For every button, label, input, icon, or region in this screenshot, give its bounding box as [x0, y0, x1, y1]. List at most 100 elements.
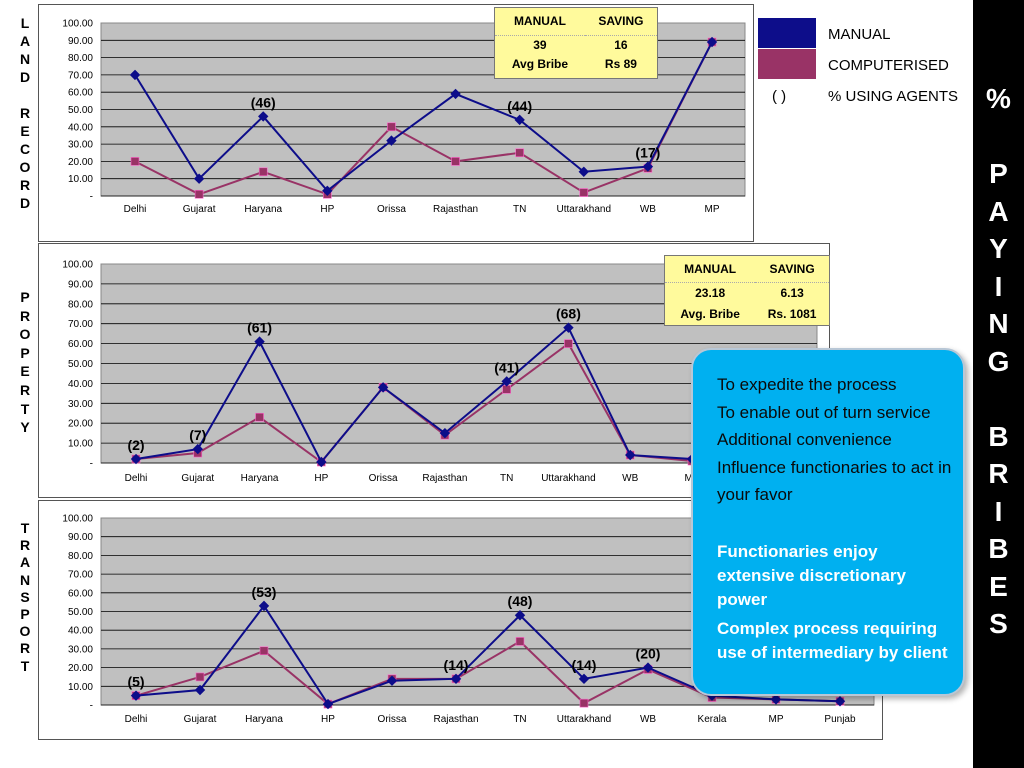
data-point-manual — [377, 382, 389, 393]
title-letter: A — [988, 195, 1009, 227]
x-tick-label: HP — [314, 473, 328, 484]
agents-annotation: (48) — [508, 593, 533, 609]
data-point-manual — [642, 662, 654, 673]
y-tick-label: 70.00 — [68, 319, 93, 330]
agents-annotation: (20) — [636, 646, 661, 662]
data-point-manual — [578, 166, 589, 177]
info-property-header-saving: SAVING — [769, 261, 815, 276]
x-tick-label: Gujarat — [183, 204, 216, 215]
info-land-avg-bribe-label: Avg Bribe — [511, 57, 569, 71]
title-letter: I — [994, 495, 1003, 527]
series-line-manual — [134, 41, 713, 193]
property-letter: P — [20, 289, 30, 305]
agents-annotation: (5) — [127, 674, 144, 690]
agents-annotation: (46) — [251, 94, 276, 110]
land-record-letter: D — [19, 195, 31, 211]
legend-paren-marker: ( ) — [772, 88, 787, 105]
data-point-computerised — [130, 157, 140, 166]
legend-manual-label: MANUAL — [828, 26, 891, 43]
y-tick-label: - — [90, 459, 93, 470]
reason-item: To enable out of turn service — [717, 402, 931, 422]
y-tick-label: 100.00 — [62, 260, 93, 271]
info-land-header-saving: SAVING — [598, 14, 644, 29]
x-tick-label: Rajasthan — [422, 473, 467, 484]
data-point-computerised — [451, 157, 460, 166]
y-tick-label: 100.00 — [62, 19, 93, 30]
y-tick-label: - — [90, 192, 93, 203]
y-tick-label: 60.00 — [68, 588, 93, 599]
y-tick-label: 90.00 — [68, 532, 93, 543]
y-tick-label: 60.00 — [68, 88, 93, 99]
data-point-computerised — [564, 339, 573, 348]
title-letter: P — [989, 158, 1008, 189]
y-tick-label: 40.00 — [68, 379, 93, 390]
x-tick-label: HP — [321, 714, 335, 725]
info-property-header-manual: MANUAL — [684, 261, 737, 276]
legend-manual-swatch — [758, 18, 816, 48]
x-tick-label: Delhi — [124, 204, 147, 215]
x-tick-label: Orissa — [377, 204, 406, 215]
data-point-manual — [514, 610, 526, 621]
x-tick-label: HP — [320, 204, 334, 215]
title-letter: B — [988, 420, 1009, 452]
title-letter: Y — [989, 233, 1008, 264]
data-point-manual — [439, 427, 451, 439]
y-tick-label: 60.00 — [68, 339, 93, 350]
land-record-letter — [14, 86, 36, 104]
legend: MANUAL COMPUTERISED ( ) % USING AGENTS — [758, 18, 973, 110]
title-letter: B — [988, 533, 1009, 564]
data-point-manual — [130, 690, 142, 701]
property-letter: O — [19, 326, 31, 343]
x-tick-label: MP — [769, 714, 784, 725]
right-title-bar — [973, 0, 1024, 768]
y-tick-label: 10.00 — [68, 439, 93, 450]
data-point-manual — [706, 36, 718, 48]
property-letter: P — [20, 344, 30, 361]
agents-annotation: (17) — [635, 145, 660, 161]
legend-agents-label: % USING AGENTS — [828, 88, 959, 105]
transport-letter: N — [19, 571, 31, 588]
x-tick-label: TN — [513, 714, 526, 725]
x-tick-label: TN — [513, 204, 526, 215]
data-point-manual — [258, 600, 270, 612]
agents-annotation: (44) — [507, 98, 532, 114]
data-point-manual — [129, 69, 141, 81]
data-point-computerised — [255, 412, 264, 422]
y-tick-label: 70.00 — [68, 570, 93, 581]
transport-letter: T — [20, 657, 30, 674]
y-tick-label: 40.00 — [68, 122, 93, 133]
data-point-manual — [450, 88, 461, 100]
transport-letter: A — [19, 554, 31, 571]
data-point-manual — [258, 111, 269, 122]
y-tick-label: 40.00 — [68, 626, 93, 637]
data-point-manual — [642, 161, 654, 172]
reason-item: Influence functionaries to act in your f… — [717, 457, 952, 505]
agents-annotation: (41) — [494, 359, 519, 375]
x-tick-label: Haryana — [244, 204, 282, 215]
title-letter: S — [989, 608, 1008, 639]
y-tick-label: 50.00 — [68, 359, 93, 370]
y-tick-label: 80.00 — [68, 299, 93, 310]
reason-item-bold: Functionaries enjoy extensive discretion… — [717, 542, 906, 609]
series-line-manual — [135, 326, 693, 464]
data-point-manual — [625, 449, 636, 461]
x-tick-label: Uttarakhand — [557, 204, 611, 215]
y-tick-label: 50.00 — [68, 105, 93, 116]
land-record-letter: D — [19, 69, 31, 85]
property-letter: R — [19, 381, 31, 398]
x-tick-label: Haryana — [241, 473, 279, 484]
data-point-manual — [578, 673, 590, 685]
y-tick-label: 30.00 — [68, 399, 93, 410]
data-point-manual — [192, 443, 203, 455]
y-tick-label: 10.00 — [68, 682, 93, 693]
title-letter: % — [986, 83, 1011, 114]
property-letter: R — [19, 307, 31, 324]
x-tick-label: TN — [500, 473, 513, 484]
x-tick-label: Orissa — [378, 714, 407, 725]
series-line-manual — [135, 604, 841, 706]
land-record-letter: C — [19, 141, 31, 157]
x-tick-label: Kerala — [698, 714, 727, 725]
y-tick-label: 90.00 — [68, 279, 93, 290]
